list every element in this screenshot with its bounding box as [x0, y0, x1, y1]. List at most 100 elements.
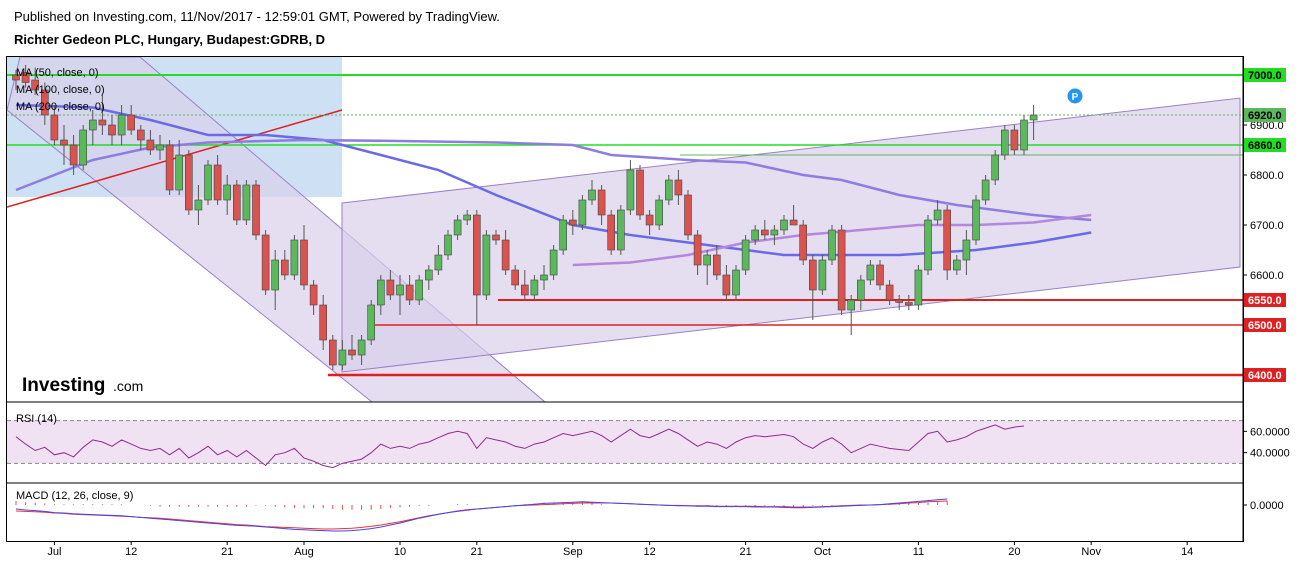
candle-body — [146, 139, 155, 151]
candle-body — [856, 279, 865, 301]
x-tick-label: 14 — [1181, 546, 1193, 558]
candle-body — [645, 214, 654, 226]
candle-body — [780, 219, 788, 231]
candle-body — [434, 254, 443, 271]
red-trendline — [7, 109, 343, 208]
price-label-box — [1244, 293, 1286, 307]
candle-body — [655, 199, 664, 226]
candle-body — [991, 154, 1000, 181]
candle-body — [549, 249, 558, 276]
candle-body — [31, 79, 40, 91]
x-tick-label: 21 — [739, 546, 751, 558]
candle-body — [972, 199, 980, 241]
x-tick-label: 10 — [394, 546, 406, 558]
candle-body — [703, 254, 712, 266]
x-tick-label: 12 — [643, 546, 655, 558]
candle-body — [895, 299, 904, 303]
candle-body — [568, 219, 577, 226]
candle-body — [98, 119, 107, 126]
candle-body — [962, 239, 971, 261]
candle-body — [693, 234, 702, 266]
price-label-text: 6550.0 — [1248, 295, 1282, 307]
candle-body — [674, 179, 683, 196]
rsi-band — [7, 420, 1243, 464]
candle-body — [12, 74, 20, 81]
candle-body — [357, 339, 366, 356]
candle-body — [492, 234, 500, 241]
candle-body — [741, 239, 750, 271]
candle-body — [607, 214, 616, 251]
price-label-box — [1244, 318, 1286, 332]
candle-body — [261, 234, 270, 291]
x-tick-label: Jul — [47, 546, 61, 558]
candle-body — [348, 349, 356, 356]
candle-body — [636, 169, 644, 216]
rsi-tick-label: 40.0000 — [1250, 448, 1290, 460]
price-label-text: 6920.0 — [1248, 110, 1282, 122]
candle-body — [847, 299, 856, 311]
published-text: Published on Investing.com, 11/Nov/2017 … — [14, 9, 500, 24]
candle-body — [367, 304, 376, 341]
candle-body — [540, 274, 548, 281]
x-tick-label: 12 — [125, 546, 137, 558]
x-tick-label: 21 — [221, 546, 233, 558]
ma50-line — [15, 138, 1092, 222]
candle-body — [914, 269, 923, 306]
candle-body — [252, 184, 260, 236]
candle-body — [223, 184, 231, 201]
rsi-pane — [7, 420, 1243, 469]
macd-legend: MACD (12, 26, close, 9) — [16, 490, 133, 502]
candle-body — [760, 229, 769, 236]
candle-body — [290, 239, 299, 276]
price-tick-label: 6800.0 — [1250, 170, 1284, 182]
macd-line — [15, 498, 948, 532]
candle-body — [21, 72, 30, 83]
candle-body — [1020, 119, 1028, 151]
candle-body — [117, 114, 126, 136]
candle-body — [60, 139, 68, 146]
candle-body — [79, 129, 87, 166]
candle-body — [1000, 129, 1009, 156]
candle-body — [424, 269, 433, 281]
x-tick-label: 11 — [913, 546, 924, 558]
candle-body — [818, 259, 827, 291]
candle-body — [242, 184, 251, 221]
candle-body — [885, 284, 894, 301]
candle-body — [501, 239, 510, 271]
candle-body — [271, 259, 280, 291]
candle-body — [40, 89, 49, 116]
candle-body — [175, 154, 183, 191]
logo-brand: Investing — [22, 375, 105, 396]
candle-body — [876, 264, 884, 286]
candle-body — [453, 219, 462, 236]
candle-body — [444, 234, 452, 256]
candle-body — [981, 179, 990, 201]
candle-body — [722, 274, 731, 296]
candle-body — [319, 304, 328, 341]
candle-body — [463, 214, 472, 221]
price-tick-label: 6700.0 — [1250, 220, 1284, 232]
legend: MA (50, close, 0) MA (100, close, 0) MA … — [16, 67, 133, 502]
logo-suffix: .com — [113, 378, 143, 394]
price-label-box — [1244, 68, 1286, 82]
candle-body — [213, 164, 222, 201]
candle-body — [732, 269, 740, 296]
price-label-text: 7000.0 — [1248, 70, 1282, 82]
candle-body — [165, 144, 174, 191]
price-label-box — [1244, 108, 1286, 122]
price-tick-label: 6600.0 — [1250, 270, 1284, 282]
candle-body — [328, 339, 337, 366]
p-marker-label: P — [1072, 92, 1079, 103]
price-tick-label: 6900.0 — [1250, 120, 1284, 132]
price-label-text: 6400.0 — [1248, 370, 1282, 382]
candle-body — [808, 259, 817, 291]
x-tick-label: Aug — [294, 546, 314, 558]
candle-body — [664, 179, 673, 201]
candle-body — [108, 124, 116, 136]
candle-body — [751, 229, 760, 241]
rsi-tick-label: 60.0000 — [1250, 426, 1290, 438]
candle-body — [520, 284, 529, 296]
x-tick-label: 20 — [1008, 546, 1020, 558]
candle-body — [943, 209, 952, 271]
